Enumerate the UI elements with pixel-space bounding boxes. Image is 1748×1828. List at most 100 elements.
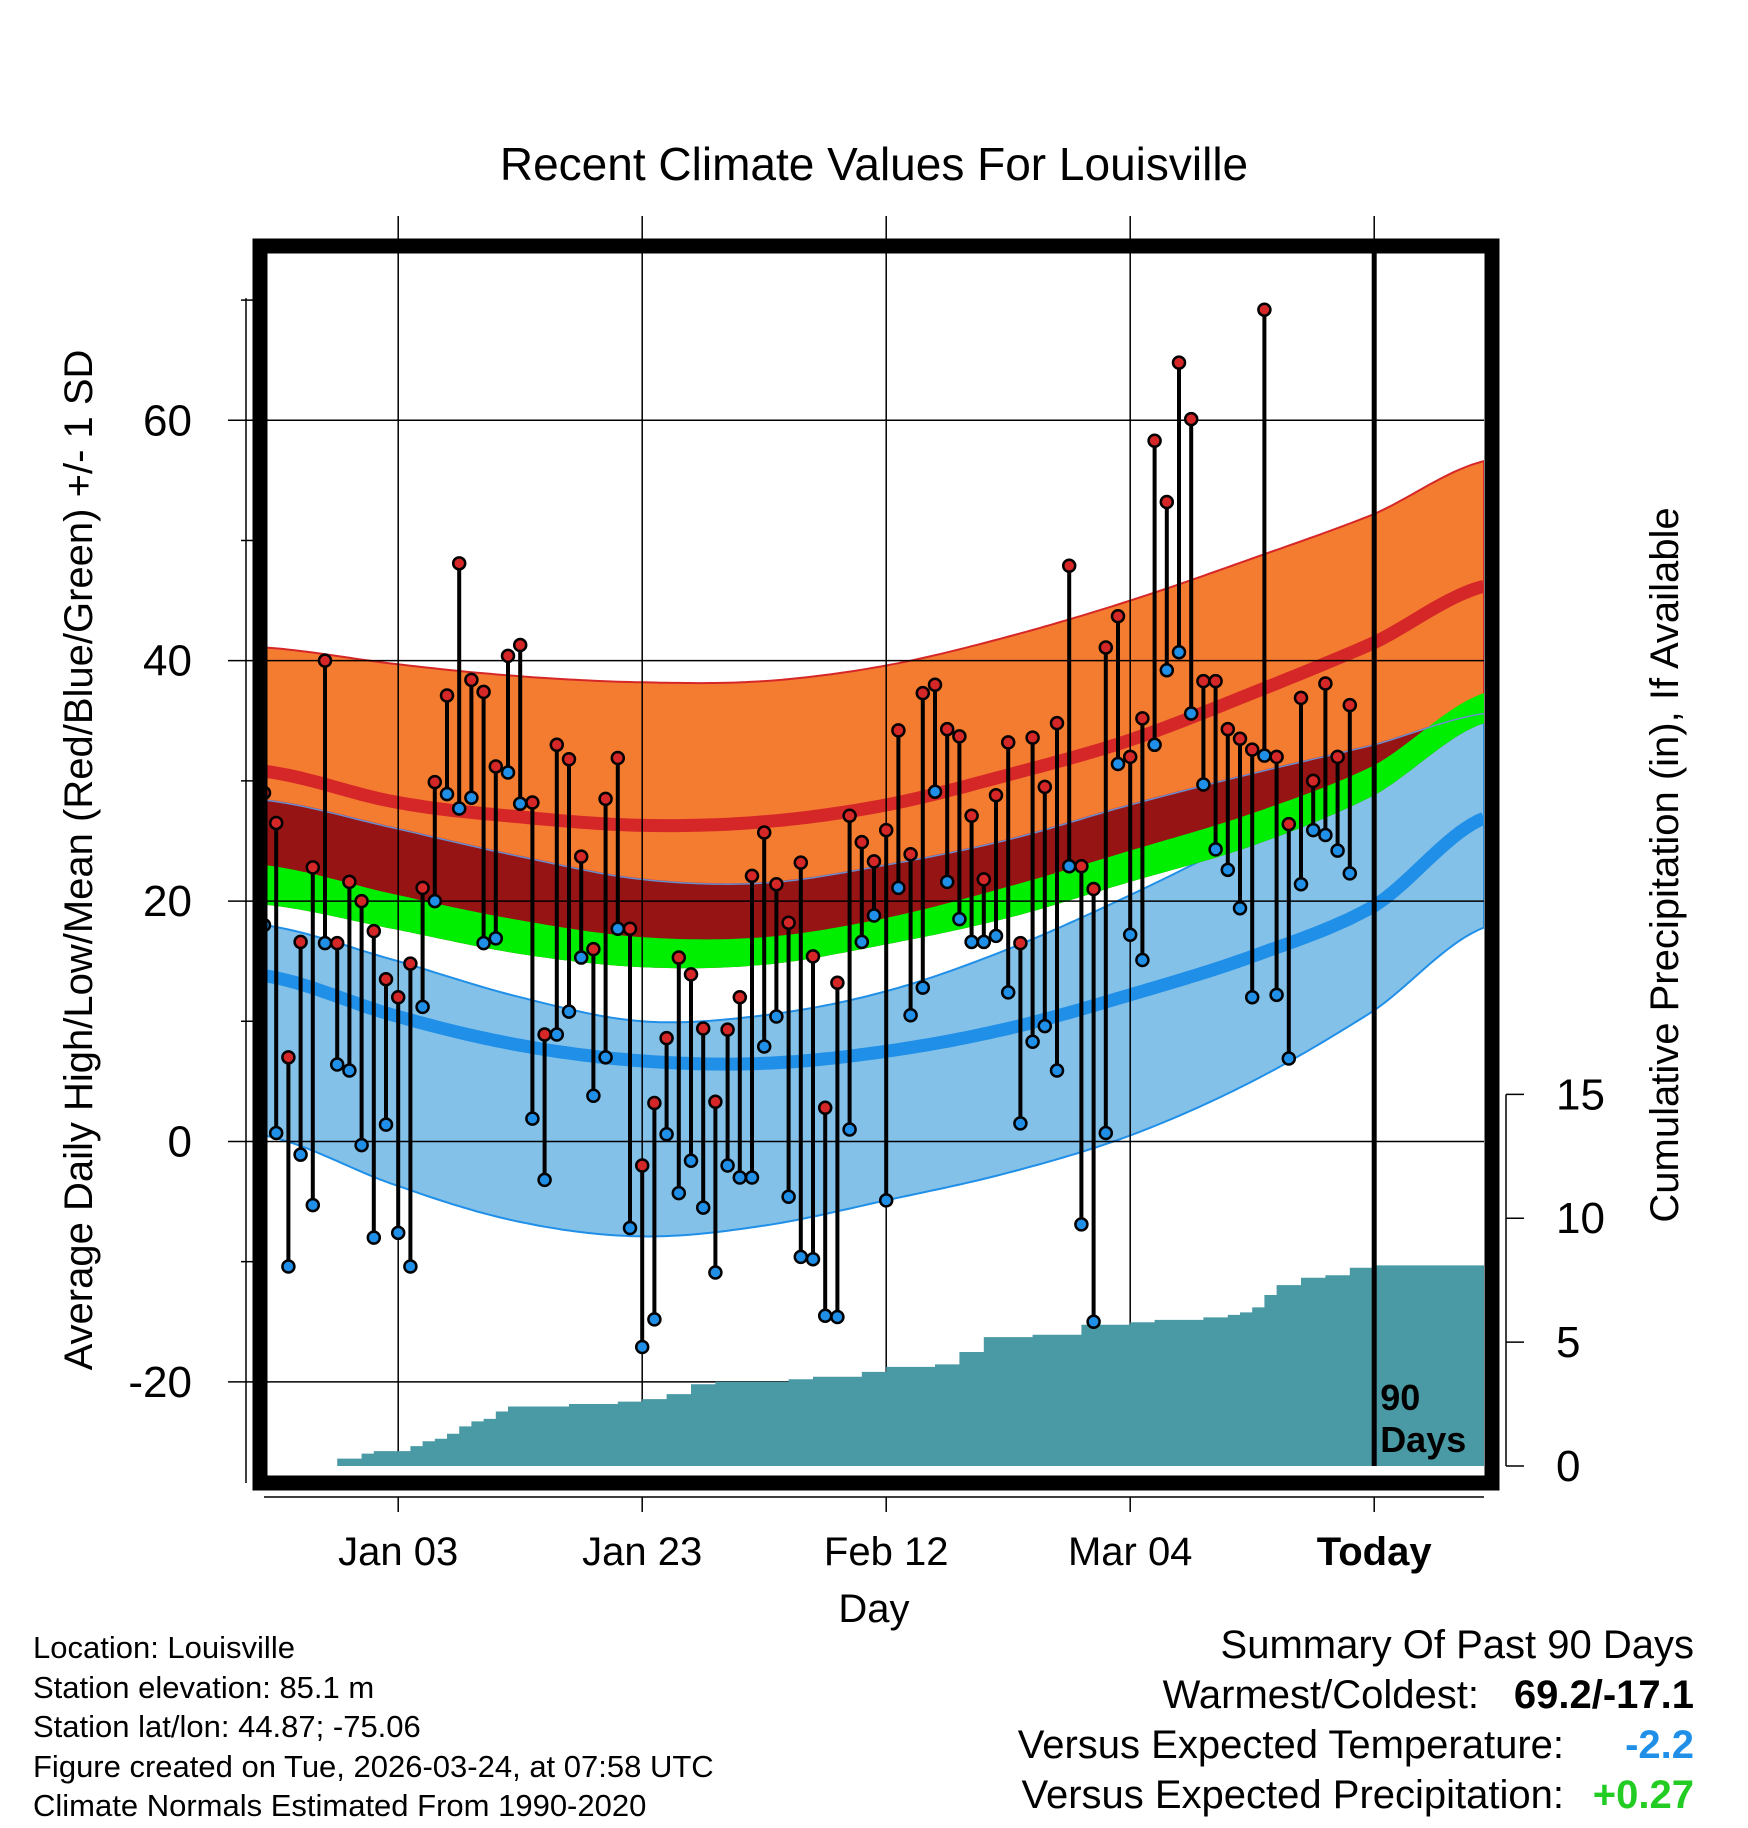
daily-low-point [708, 1265, 723, 1280]
daily-high-point [1110, 608, 1126, 624]
daily-low-point [476, 935, 491, 951]
daily-high-point [622, 921, 638, 936]
daily-low-point [354, 1137, 369, 1153]
daily-high-point [732, 989, 748, 1005]
plot-frame [252, 238, 1500, 1491]
daily-low-point [1171, 645, 1187, 660]
daily-high-point [354, 893, 369, 909]
daily-high-point [488, 759, 504, 774]
temp-label: Versus Expected Temperature: [1017, 1723, 1564, 1767]
daily-high-point [647, 1095, 662, 1111]
daily-low-point [390, 1225, 406, 1241]
daily-high-point [708, 1094, 723, 1110]
daily-high-point [817, 1100, 833, 1116]
daily-high-point [439, 688, 455, 703]
daily-low-point [439, 786, 455, 802]
daily-low-point [1061, 858, 1077, 874]
daily-high-point [1000, 735, 1016, 750]
summary-panel: Summary Of Past 90 Days Warmest/Coldest:… [1018, 1620, 1694, 1820]
daily-high-point [1257, 302, 1272, 317]
daily-high-point [1159, 494, 1175, 510]
daily-low-point [1013, 1116, 1028, 1131]
daily-low-point [1037, 1018, 1053, 1034]
daily-low-point [1110, 756, 1126, 772]
daily-high-point [329, 935, 345, 951]
warmest-coldest-value: 69.2/-17.1 [1513, 1673, 1694, 1717]
daily-low-point [659, 1127, 674, 1142]
y2-axis-title: Cumulative Precipitation (in), If Availa… [1643, 507, 1687, 1222]
precip-value: +0.27 [1592, 1773, 1694, 1817]
daily-high-point [476, 684, 491, 700]
y-tick-label: 40 [143, 637, 192, 686]
daily-low-point [1122, 927, 1138, 942]
daily-low-point [1086, 1314, 1101, 1330]
daily-low-point [671, 1185, 687, 1201]
daily-low-point [500, 765, 516, 780]
daily-low-point [842, 1122, 857, 1137]
daily-low-point [1330, 843, 1345, 858]
daily-high-point [939, 721, 955, 737]
daily-high-point [403, 956, 418, 971]
daily-low-point [781, 1189, 796, 1205]
daily-low-point [317, 935, 333, 951]
daily-low-point [537, 1172, 552, 1188]
daily-high-point [1086, 881, 1101, 897]
x-tick-label: Jan 23 [582, 1530, 702, 1574]
y-tick-label: 0 [168, 1117, 192, 1166]
daily-high-point [1342, 697, 1358, 713]
daily-high-point [695, 1021, 711, 1036]
daily-high-point [1208, 673, 1223, 689]
daily-high-point [317, 653, 333, 668]
daily-range-bars [264, 309, 1352, 1348]
daily-low-point [903, 1008, 918, 1023]
daily-low-point [1232, 901, 1248, 916]
daily-low-point [1049, 1063, 1065, 1078]
daily-low-point [1196, 777, 1211, 792]
daily-high-point [415, 880, 430, 896]
y-tick-label: 20 [143, 877, 192, 926]
daily-low-point [488, 931, 504, 946]
daily-low-point [378, 1117, 394, 1132]
daily-low-point [268, 1125, 284, 1141]
right-axis: 0 5 10 15 [1505, 1070, 1605, 1491]
daily-high-point [512, 637, 528, 653]
daily-high-point [1318, 676, 1333, 691]
daily-low-point [927, 784, 943, 799]
daily-low-point [952, 911, 967, 927]
daily-high-point [1305, 773, 1321, 789]
daily-high-point [988, 788, 1004, 803]
left-axis: -20 0 20 40 60 [128, 298, 253, 1483]
daily-high-point [1281, 816, 1297, 832]
daily-low-point [464, 790, 479, 805]
y2-tick-label: 5 [1556, 1318, 1580, 1367]
today-days-count: 90 [1380, 1377, 1420, 1418]
daily-high-point [573, 849, 589, 864]
daily-high-point [769, 876, 784, 892]
y-axis-title: Average Daily High/Low/Mean (Red/Blue/Gr… [57, 350, 101, 1371]
daily-low-point [598, 1050, 613, 1065]
daily-low-point [1208, 842, 1223, 857]
daily-low-point [647, 1312, 662, 1327]
daily-high-point [1293, 690, 1309, 706]
daily-high-point [720, 1022, 735, 1037]
daily-low-point [622, 1220, 638, 1236]
daily-low-point [1318, 827, 1333, 843]
info-elevation: Station elevation: 85.1 m [33, 1669, 375, 1705]
daily-low-point [586, 1088, 601, 1104]
y-tick-label: 60 [143, 396, 192, 445]
daily-high-point [952, 729, 967, 744]
temp-value: -2.2 [1625, 1723, 1694, 1767]
daily-low-point [329, 1057, 345, 1072]
x-tick-label: Jan 03 [338, 1530, 458, 1574]
daily-low-point [854, 934, 870, 950]
daily-low-point [1281, 1051, 1297, 1066]
daily-low-point [573, 950, 589, 965]
daily-low-point [293, 1147, 308, 1162]
precipitation-fill [264, 1265, 1484, 1466]
daily-high-point [1074, 858, 1089, 874]
daily-high-point [1013, 935, 1028, 951]
daily-low-point [342, 1063, 357, 1078]
today-days-label: Days [1380, 1419, 1466, 1460]
daily-low-point [964, 934, 979, 950]
daily-low-point [866, 908, 882, 923]
